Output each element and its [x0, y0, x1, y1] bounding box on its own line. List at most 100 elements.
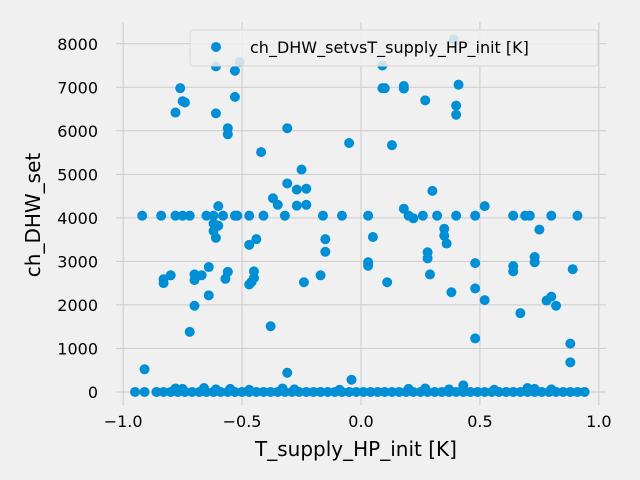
data-point — [386, 140, 397, 151]
legend-label: ch_DHW_setvsT_supply_HP_init [K] — [250, 38, 529, 58]
data-point — [398, 83, 409, 94]
data-point — [344, 137, 355, 148]
data-points — [130, 34, 590, 397]
data-point — [451, 109, 462, 120]
data-point — [130, 386, 141, 397]
data-point — [189, 300, 200, 311]
data-point — [420, 95, 431, 106]
data-point — [489, 384, 500, 395]
data-point — [258, 386, 269, 397]
y-tick-label: 7000 — [57, 78, 98, 97]
data-point — [508, 210, 519, 221]
data-point — [403, 383, 414, 394]
data-point — [244, 384, 255, 395]
data-point — [256, 147, 267, 158]
x-tick-label: −0.5 — [223, 412, 262, 431]
data-point — [372, 386, 383, 397]
data-point — [277, 383, 288, 394]
data-point — [298, 277, 309, 288]
data-point — [320, 234, 331, 245]
data-point — [291, 200, 302, 211]
data-point — [301, 386, 312, 397]
data-point — [177, 383, 188, 394]
data-point — [346, 374, 357, 385]
data-point — [546, 210, 557, 221]
y-tick-labels: 0 1000 2000 3000 4000 5000 6000 7000 8000 — [57, 35, 98, 402]
data-point — [508, 386, 519, 397]
data-point — [301, 183, 312, 194]
data-point — [265, 321, 276, 332]
data-point — [572, 210, 583, 221]
data-point — [165, 270, 176, 281]
data-point — [546, 384, 557, 395]
y-axis-label: ch_DHW_set — [21, 153, 45, 278]
data-point — [417, 210, 428, 221]
data-point — [334, 384, 345, 395]
data-point — [210, 108, 221, 119]
data-point — [579, 386, 590, 397]
data-point — [189, 275, 200, 286]
data-point — [222, 266, 233, 277]
data-point — [408, 213, 419, 224]
x-axis-label: T_supply_HP_init [K] — [254, 437, 457, 461]
x-gridlines — [122, 22, 600, 405]
y-tick-label: 0 — [88, 383, 98, 402]
data-point — [210, 384, 221, 395]
data-point — [453, 79, 464, 90]
data-point — [213, 201, 224, 212]
data-point — [232, 210, 243, 221]
y-tick-label: 5000 — [57, 165, 98, 184]
data-point — [187, 386, 198, 397]
data-point — [184, 210, 195, 221]
data-point — [322, 386, 333, 397]
data-point — [139, 364, 150, 375]
data-point — [567, 264, 578, 275]
data-point — [225, 383, 236, 394]
data-point — [458, 386, 469, 397]
data-point — [156, 210, 167, 221]
data-point — [244, 210, 255, 221]
data-point — [551, 300, 562, 311]
data-point — [479, 295, 490, 306]
data-point — [439, 223, 450, 234]
data-point — [515, 308, 526, 319]
data-point — [336, 210, 347, 221]
data-point — [210, 232, 221, 243]
data-point — [222, 129, 233, 140]
data-point — [394, 386, 405, 397]
y-tick-label: 1000 — [57, 339, 98, 358]
data-point — [258, 210, 269, 221]
data-point — [301, 199, 312, 210]
data-point — [229, 91, 240, 102]
data-point — [441, 238, 452, 249]
y-tick-label: 3000 — [57, 252, 98, 271]
data-point — [446, 287, 457, 298]
data-point — [158, 386, 169, 397]
data-point — [379, 83, 390, 94]
data-point — [218, 210, 229, 221]
data-point — [508, 266, 519, 277]
data-point — [382, 277, 393, 288]
data-point — [282, 178, 293, 189]
data-point — [367, 232, 378, 243]
data-point — [315, 386, 326, 397]
data-point — [451, 100, 462, 111]
data-point — [272, 199, 283, 210]
data-point — [479, 201, 490, 212]
data-point — [572, 386, 583, 397]
data-point — [386, 386, 397, 397]
data-point — [201, 210, 212, 221]
data-point — [184, 326, 195, 337]
data-point — [229, 65, 240, 76]
data-point — [196, 270, 207, 281]
data-point — [158, 278, 169, 289]
y-tick-label: 6000 — [57, 122, 98, 141]
x-tick-label: 0.0 — [348, 412, 373, 431]
data-point — [546, 291, 557, 302]
data-point — [199, 383, 210, 394]
data-point — [451, 210, 462, 221]
x-tick-label: 0.5 — [467, 412, 492, 431]
data-point — [177, 210, 188, 221]
data-point — [296, 164, 307, 175]
